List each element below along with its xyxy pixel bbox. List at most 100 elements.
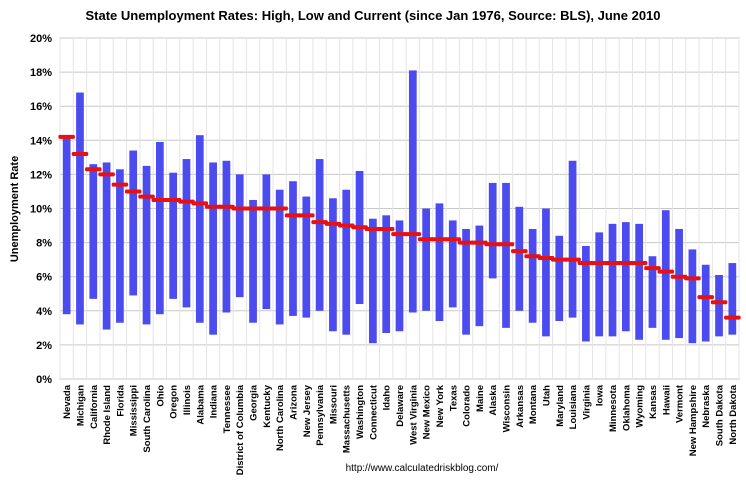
current-marker: [511, 249, 528, 254]
current-marker: [471, 240, 488, 245]
current-marker: [577, 261, 595, 266]
range-bar: [315, 159, 324, 311]
current-marker: [697, 295, 714, 300]
range-bar: [475, 225, 484, 327]
x-tick-label: Alaska: [488, 384, 499, 415]
current-marker: [71, 151, 89, 156]
y-tick-label: 6%: [36, 272, 52, 284]
x-tick-label: Arkansas: [515, 385, 526, 428]
range-bar: [182, 159, 191, 308]
range-bar: [528, 228, 537, 323]
current-marker: [417, 237, 435, 242]
x-tick-label: Idaho: [382, 385, 393, 411]
x-tick-label: Washington: [355, 385, 366, 439]
current-marker: [311, 220, 328, 225]
x-tick-label: Oregon: [169, 385, 180, 419]
range-bar: [688, 249, 697, 344]
range-bar: [116, 169, 124, 323]
current-marker: [391, 232, 408, 237]
current-markers: [58, 134, 741, 320]
x-tick-label: Tennessee: [222, 385, 233, 433]
current-marker: [377, 226, 395, 231]
range-bar: [102, 162, 111, 330]
range-bar: [568, 160, 577, 318]
current-marker: [657, 269, 675, 274]
x-tick-label: Hawaii: [661, 385, 672, 415]
current-marker: [364, 226, 382, 231]
range-bar: [595, 232, 604, 337]
current-marker: [444, 237, 462, 242]
x-tick-label: Virginia: [581, 384, 592, 419]
range-bar: [542, 208, 550, 337]
range-bar: [582, 246, 590, 342]
current-marker: [271, 206, 288, 211]
range-bar: [448, 220, 457, 308]
current-marker: [431, 237, 448, 242]
x-tick-label: Connecticut: [368, 384, 379, 440]
x-tick-label: New York: [435, 384, 446, 427]
x-tick-label: Vermont: [675, 384, 686, 423]
x-tick-label: Wisconsin: [502, 385, 513, 433]
y-axis-label: Unemployment Rate: [9, 156, 21, 262]
current-marker: [284, 213, 302, 218]
x-tick-label: Wyoming: [635, 385, 646, 428]
source-url: http://www.calculatedriskblog.com/: [346, 463, 499, 474]
range-bar: [408, 70, 417, 313]
y-tick-label: 4%: [36, 306, 52, 318]
y-tick-label: 20%: [30, 33, 52, 45]
current-marker: [351, 225, 368, 230]
range-bar: [342, 189, 351, 335]
current-marker: [204, 204, 222, 209]
x-tick-label: District of Columbia: [235, 384, 246, 475]
range-bars: [62, 70, 737, 344]
range-bar: [289, 181, 297, 316]
range-bar: [275, 189, 284, 325]
x-tick-label: Ohio: [155, 385, 166, 407]
range-bar: [155, 142, 164, 315]
x-tick-label: Delaware: [395, 385, 406, 427]
chart-title: State Unemployment Rates: High, Low and …: [85, 8, 660, 23]
range-bar: [608, 223, 617, 337]
x-tick-label: California: [89, 384, 100, 429]
x-tick-label: Oklahoma: [621, 384, 632, 431]
current-marker: [58, 134, 75, 139]
x-tick-label: Illinois: [182, 385, 193, 415]
range-bar: [222, 160, 231, 313]
range-bar: [422, 208, 430, 311]
range-bar: [435, 203, 444, 322]
x-tick-label: Kentucky: [262, 384, 273, 427]
range-bar: [142, 165, 151, 325]
current-marker: [85, 167, 102, 172]
current-marker: [630, 261, 648, 266]
current-marker: [124, 189, 142, 194]
x-tick-label: Florida: [115, 384, 126, 416]
x-tick-label: Massachusetts: [342, 385, 353, 453]
current-marker: [537, 255, 555, 260]
current-marker: [604, 261, 621, 266]
range-bar: [76, 92, 84, 325]
x-tick-label: North Carolina: [275, 384, 286, 451]
current-marker: [710, 300, 728, 305]
x-tick-label: South Carolina: [142, 384, 153, 452]
current-marker: [138, 194, 155, 199]
x-tick-label: New Hampshire: [688, 385, 699, 456]
range-bar: [209, 162, 217, 335]
range-bar: [62, 136, 71, 315]
x-tick-label: Maryland: [555, 385, 566, 427]
current-marker: [164, 197, 182, 202]
current-marker: [298, 213, 315, 218]
range-bar: [129, 150, 138, 296]
x-tick-label: Maine: [475, 385, 486, 412]
x-tick-label: Texas: [448, 385, 459, 411]
x-tick-label: Colorado: [462, 385, 473, 427]
x-tick-label: Montana: [528, 384, 539, 424]
x-tick-label: South Dakota: [715, 384, 726, 446]
range-bar: [89, 164, 98, 299]
range-bar: [329, 198, 337, 332]
current-marker: [617, 261, 635, 266]
x-tick-label: Louisiana: [568, 384, 579, 429]
grid-lines: [59, 37, 740, 380]
x-tick-label: Kansas: [648, 385, 659, 419]
x-tick-label: Pennsylvania: [315, 384, 326, 445]
